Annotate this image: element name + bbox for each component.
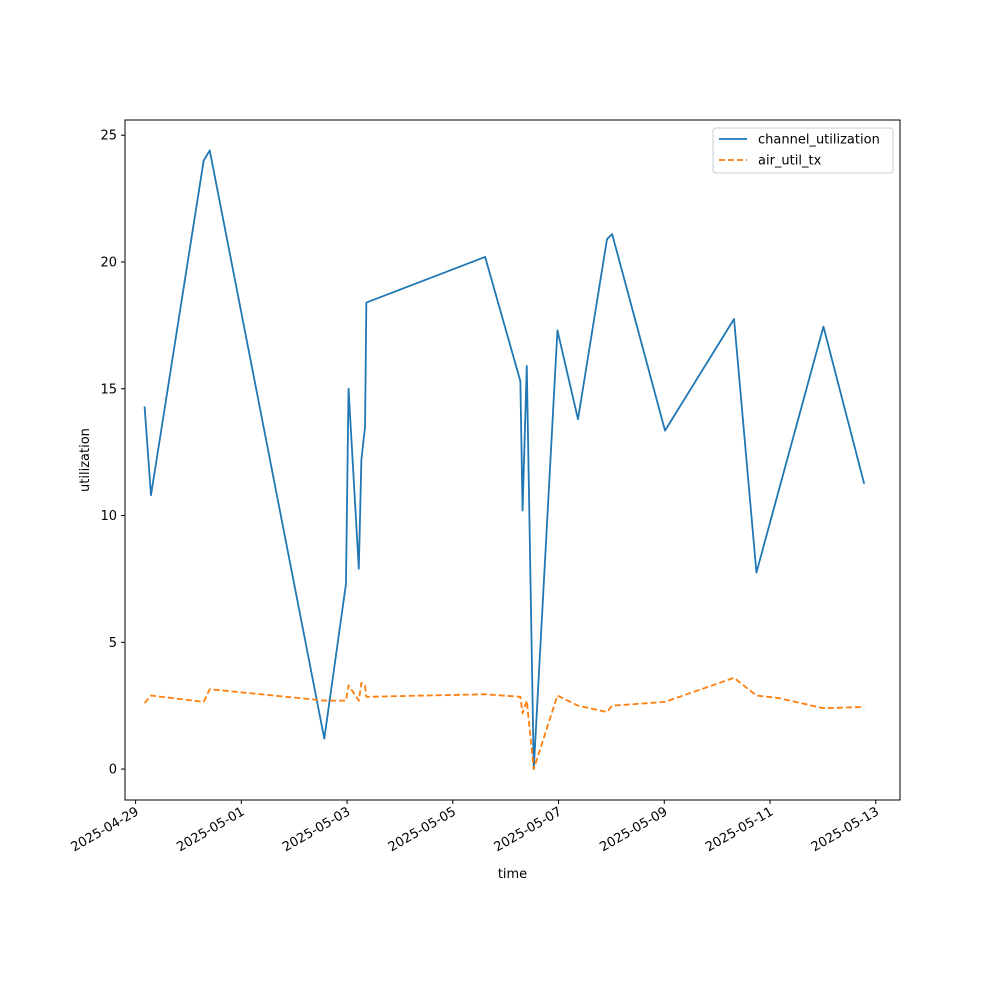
- data-point-air-util-tx: [611, 704, 614, 707]
- data-point-channel-utilization: [208, 149, 211, 152]
- y-tick-label: 20: [100, 255, 117, 270]
- data-point-channel-utilization: [364, 425, 367, 428]
- y-tick-label: 0: [109, 763, 117, 778]
- data-point-air-util-tx: [143, 702, 146, 705]
- data-point-air-util-tx: [577, 704, 580, 707]
- legend-label: channel_utilization: [758, 133, 880, 148]
- data-point-channel-utilization: [143, 405, 146, 408]
- data-point-channel-utilization: [777, 489, 780, 492]
- y-tick-label: 25: [100, 129, 117, 144]
- data-point-air-util-tx: [733, 676, 736, 679]
- data-point-channel-utilization: [202, 159, 205, 162]
- series-line-air-util-tx: [143, 676, 865, 770]
- data-point-air-util-tx: [519, 695, 522, 698]
- data-point-air-util-tx: [532, 768, 535, 771]
- y-tick-label: 10: [100, 509, 117, 524]
- data-point-channel-utilization: [360, 458, 363, 461]
- data-point-air-util-tx: [777, 697, 780, 700]
- data-point-channel-utilization: [577, 418, 580, 421]
- data-point-air-util-tx: [365, 695, 368, 698]
- x-axis-label: time: [498, 867, 527, 882]
- data-point-channel-utilization: [664, 429, 667, 432]
- data-point-channel-utilization: [344, 582, 347, 585]
- data-point-channel-utilization: [863, 482, 866, 485]
- data-point-air-util-tx: [208, 688, 211, 691]
- data-point-channel-utilization: [347, 387, 350, 390]
- data-point-channel-utilization: [484, 255, 487, 258]
- data-point-channel-utilization: [556, 329, 559, 332]
- data-point-air-util-tx: [202, 700, 205, 703]
- legend-box: [712, 127, 894, 174]
- data-point-air-util-tx: [822, 707, 825, 710]
- data-point-air-util-tx: [360, 681, 363, 684]
- data-point-channel-utilization: [521, 509, 524, 512]
- y-axis: 0 5 10 15 20 25: [100, 129, 125, 778]
- y-tick-label: 5: [109, 636, 117, 651]
- series-layer: [143, 149, 866, 771]
- data-point-air-util-tx: [606, 711, 609, 714]
- axes-frame: [124, 119, 901, 801]
- data-point-channel-utilization: [323, 737, 326, 740]
- data-point-channel-utilization: [149, 494, 152, 497]
- data-point-air-util-tx: [347, 684, 350, 687]
- data-point-channel-utilization: [611, 233, 614, 236]
- y-tick-label: 15: [100, 382, 117, 397]
- data-point-channel-utilization: [519, 380, 522, 383]
- data-point-air-util-tx: [149, 694, 152, 697]
- data-point-air-util-tx: [755, 694, 758, 697]
- data-point-channel-utilization: [733, 318, 736, 321]
- data-point-air-util-tx: [323, 699, 326, 702]
- data-point-channel-utilization: [365, 301, 368, 304]
- data-point-channel-utilization: [822, 325, 825, 328]
- legend: channel_utilization air_util_tx: [712, 127, 894, 174]
- series-line-channel-utilization: [143, 149, 866, 770]
- data-point-air-util-tx: [664, 700, 667, 703]
- y-axis-label: utilization: [78, 428, 93, 492]
- data-point-air-util-tx: [484, 693, 487, 696]
- data-point-channel-utilization: [525, 364, 528, 367]
- data-point-channel-utilization: [606, 238, 609, 241]
- data-point-channel-utilization: [755, 571, 758, 574]
- data-point-channel-utilization: [357, 567, 360, 570]
- data-point-air-util-tx: [521, 712, 524, 715]
- legend-label: air_util_tx: [758, 154, 822, 169]
- data-point-air-util-tx: [525, 699, 528, 702]
- data-point-air-util-tx: [863, 705, 866, 708]
- data-point-air-util-tx: [357, 699, 360, 702]
- data-point-air-util-tx: [556, 694, 559, 697]
- data-point-air-util-tx: [344, 699, 347, 702]
- data-point-air-util-tx: [364, 684, 367, 687]
